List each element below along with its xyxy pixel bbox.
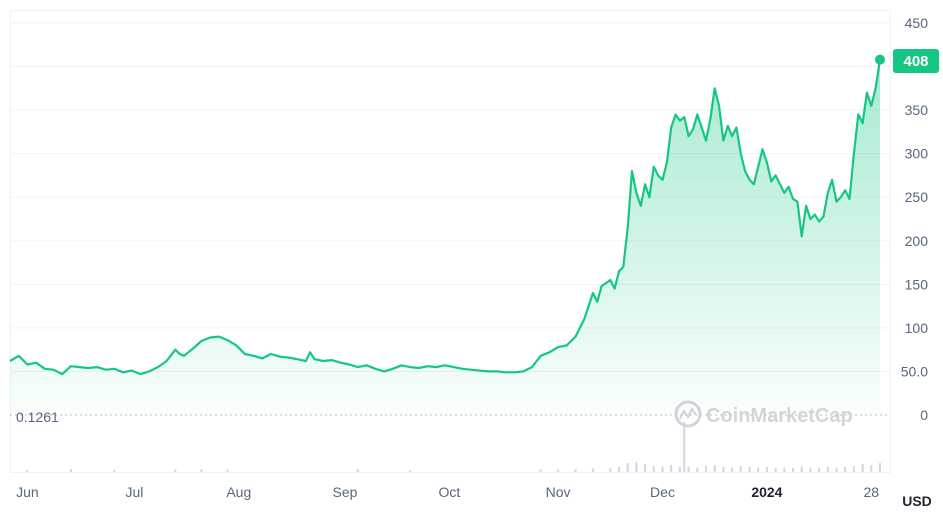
price-area-fill (10, 59, 880, 415)
volume-bar (774, 468, 777, 472)
volume-bar (200, 469, 203, 472)
volume-bar (696, 467, 699, 472)
volume-bar (174, 469, 177, 472)
volume-bar (357, 469, 359, 472)
volume-bar (670, 465, 673, 472)
y-tick-label: 450 (905, 15, 929, 31)
current-price-dot[interactable] (875, 54, 885, 65)
volume-bar (69, 469, 72, 472)
volume-bar (852, 466, 855, 472)
x-tick-label: 2024 (751, 484, 782, 500)
volume-bar (818, 468, 821, 472)
volume-bar (713, 465, 716, 472)
volume-bar (26, 470, 29, 472)
volume-bar (618, 467, 620, 472)
volume-bar (652, 466, 655, 472)
volume-bar (539, 469, 542, 472)
volume-bar (557, 469, 560, 472)
volume-bar (722, 467, 725, 472)
volume-bar (661, 466, 664, 472)
x-tick-label: Jun (16, 484, 39, 500)
y-tick-label: 200 (905, 233, 929, 249)
volume-bar (609, 468, 612, 472)
x-tick-label: 28 (864, 484, 880, 500)
volume-bar (635, 462, 638, 472)
y-tick-label: 50.0 (901, 363, 928, 379)
x-tick-label: Aug (226, 484, 251, 500)
volume-bar (644, 464, 647, 472)
plot-frame (10, 10, 891, 473)
volume-bar (765, 467, 768, 472)
volume-bars (26, 422, 881, 472)
currency-label: USD (902, 493, 932, 509)
x-axis: Jun Jul Aug Sep Oct Nov Dec 2024 28 (16, 484, 879, 500)
price-line[interactable] (9, 59, 882, 376)
x-tick-label: Dec (650, 484, 675, 500)
volume-bar (757, 467, 760, 472)
volume-bar (226, 469, 229, 472)
volume-bar (409, 470, 412, 472)
y-tick-label: 100 (905, 320, 929, 336)
current-price-label: 408 (903, 53, 928, 70)
volume-bar (591, 468, 594, 472)
volume-bar (739, 466, 742, 472)
volume-bar (826, 467, 829, 472)
current-price-tag: 408 (893, 49, 939, 73)
volume-bar (783, 467, 786, 472)
volume-bar (683, 422, 686, 472)
volume-bar (879, 463, 881, 472)
volume-bar (809, 467, 812, 472)
x-tick-label: Jul (125, 484, 143, 500)
volume-bar (861, 464, 864, 472)
x-tick-label: Nov (546, 484, 571, 500)
volume-bar (748, 467, 751, 472)
volume-bar (678, 467, 681, 472)
y-tick-label: 250 (905, 189, 929, 205)
volume-bar (113, 470, 116, 472)
y-tick-label: 0 (920, 407, 928, 423)
y-tick-label: 300 (905, 146, 929, 162)
volume-bar (705, 466, 707, 472)
volume-bar (687, 466, 690, 472)
volume-bar (835, 467, 838, 472)
y-tick-label: 150 (905, 276, 929, 292)
x-tick-label: Oct (438, 484, 460, 500)
volume-bar (731, 467, 734, 472)
y-axis: 45040035030025020015010050.00 (901, 15, 928, 423)
volume-bar (792, 468, 794, 472)
y-tick-label: 350 (905, 102, 929, 118)
volume-bar (870, 465, 873, 472)
volume-bar (574, 469, 577, 472)
volume-bar (626, 463, 629, 472)
volume-bar (800, 466, 803, 472)
x-tick-label: Sep (332, 484, 357, 500)
volume-bar (844, 467, 847, 472)
